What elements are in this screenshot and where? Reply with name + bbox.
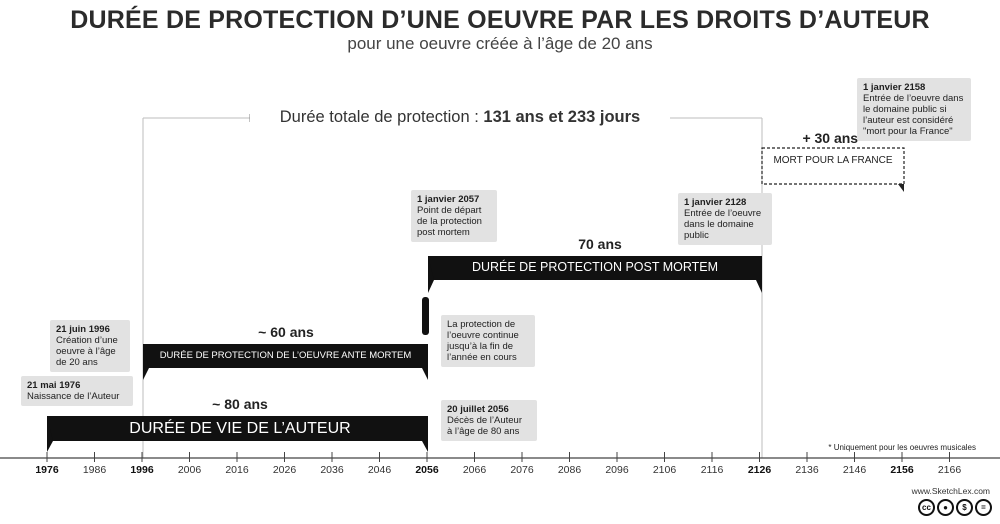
callout-date: 1 janvier 2057	[417, 194, 480, 205]
footnote: * Uniquement pour les oeuvres musicales	[828, 443, 976, 452]
mpf-arrow-tip	[898, 184, 904, 192]
callout-date: 21 mai 1976	[27, 380, 81, 391]
life-bar	[47, 416, 428, 452]
axis-ticks	[46, 452, 950, 462]
post-mortem-label: DURÉE DE PROTECTION POST MORTEM	[471, 260, 719, 274]
axis-tick-label: 2076	[510, 464, 534, 476]
life-duration: ~ 80 ans	[212, 396, 268, 412]
license-icons: cc ● $ =	[918, 499, 992, 516]
axis-tick-label: 2126	[747, 464, 772, 476]
axis-tick-label: 2026	[272, 464, 297, 476]
callout-domaine: 1 janvier 2128 Entrée de l’oeuvre dans l…	[678, 193, 772, 245]
callout-line: Point de départ	[417, 205, 482, 216]
callout-line: post mortem	[417, 227, 470, 238]
axis-tick-label: 2086	[557, 464, 582, 476]
axis-tick-label: 2036	[320, 464, 344, 476]
axis-tick-label: 2136	[795, 464, 819, 476]
callout-line: de 20 ans	[56, 357, 98, 368]
callout-line: oeuvre à l’âge	[56, 346, 116, 357]
callout-line: "mort pour la France"	[863, 126, 953, 137]
total-duration-label: Durée totale de protection : 131 ans et …	[250, 108, 670, 127]
website-link[interactable]: www.SketchLex.com	[911, 486, 990, 496]
callout-date: 1 janvier 2158	[863, 82, 926, 93]
ante-mortem-bar-left-tip	[143, 344, 149, 380]
callout-line: Entrée de l’oeuvre dans	[863, 93, 964, 104]
total-duration-value: 131 ans et 233 jours	[483, 108, 641, 126]
callout-line: l’oeuvre continue	[447, 330, 519, 341]
mpf-label: MORT POUR LA FRANCE	[773, 155, 893, 166]
post-mortem-bar	[428, 256, 762, 293]
callout-line: le domaine public si	[863, 104, 947, 115]
axis-tick-label: 2056	[415, 464, 439, 476]
axis-tick-label: 2046	[367, 464, 392, 476]
ante-mortem-bar	[143, 344, 428, 380]
callout-line: La protection de	[447, 319, 516, 330]
axis-tick-label: 1996	[130, 464, 154, 476]
nd-icon: =	[975, 499, 992, 516]
ante-mortem-duration: ~ 60 ans	[258, 324, 314, 340]
nc-icon: $	[956, 499, 973, 516]
axis-tick-label: 2116	[700, 464, 724, 476]
life-label: DURÉE DE VIE DE L’AUTEUR	[129, 420, 351, 437]
callout-line: Création d’une	[56, 335, 118, 346]
axis-tick-label: 1976	[35, 464, 59, 476]
callout-line: public	[684, 230, 709, 241]
callout-creation: 21 juin 1996 Création d’une oeuvre à l’â…	[50, 320, 130, 372]
by-icon: ●	[937, 499, 954, 516]
end-of-year-marker	[422, 297, 429, 335]
mpf-duration-label: + 30 ans*	[802, 130, 864, 146]
axis-tick-label: 2096	[605, 464, 629, 476]
ante-mortem-label: DURÉE DE PROTECTION DE L’OEUVRE ANTE MOR…	[159, 350, 412, 361]
mpf-dashed-box	[761, 147, 905, 185]
axis-tick-label: 2166	[937, 464, 962, 476]
callout-deces: 20 juillet 2056 Décès de l’Auteur à l’âg…	[441, 400, 537, 441]
callout-naissance: 21 mai 1976 Naissance de l’Auteur	[21, 376, 133, 406]
callout-line: à l’âge de 80 ans	[447, 426, 520, 437]
callout-line: Décès de l’Auteur	[447, 415, 522, 426]
axis-tick-label: 1986	[82, 464, 107, 476]
cc-icon: cc	[918, 499, 935, 516]
callout-line: jusqu’à la fin de	[447, 341, 514, 352]
callout-depart: 1 janvier 2057 Point de départ de la pro…	[411, 190, 497, 242]
callout-date: 1 janvier 2128	[684, 197, 747, 208]
total-duration-prefix: Durée totale de protection :	[279, 108, 484, 126]
callout-date: 20 juillet 2056	[447, 404, 509, 415]
life-bar-left-tip	[47, 416, 53, 452]
axis-tick-label: 2146	[842, 464, 867, 476]
callout-domaine-mpf: 1 janvier 2158 Entrée de l’oeuvre dans l…	[857, 78, 971, 141]
callout-line: dans le domaine	[684, 219, 754, 230]
callout-line: l’année en cours	[447, 352, 517, 363]
page-subtitle: pour une oeuvre créée à l’âge de 20 ans	[347, 34, 653, 53]
post-mortem-bar-left-tip	[428, 256, 434, 293]
post-mortem-duration: 70 ans	[578, 236, 622, 252]
callout-line: l’auteur est considéré	[863, 115, 954, 126]
callout-line: de la protection	[417, 216, 482, 227]
axis-tick-label: 2106	[652, 464, 677, 476]
axis-tick-label: 2006	[177, 464, 202, 476]
axis-tick-label: 2016	[225, 464, 249, 476]
callout-date: 21 juin 1996	[56, 324, 110, 335]
callout-line: Naissance de l’Auteur	[27, 391, 120, 402]
page-title: DURÉE DE PROTECTION D’UNE OEUVRE PAR LES…	[70, 6, 930, 34]
axis-tick-label: 2156	[890, 464, 914, 476]
axis-tick-label: 2066	[462, 464, 487, 476]
callout-fin-annee: La protection de l’oeuvre continue jusqu…	[441, 315, 535, 367]
callout-line: Entrée de l’oeuvre	[684, 208, 762, 219]
